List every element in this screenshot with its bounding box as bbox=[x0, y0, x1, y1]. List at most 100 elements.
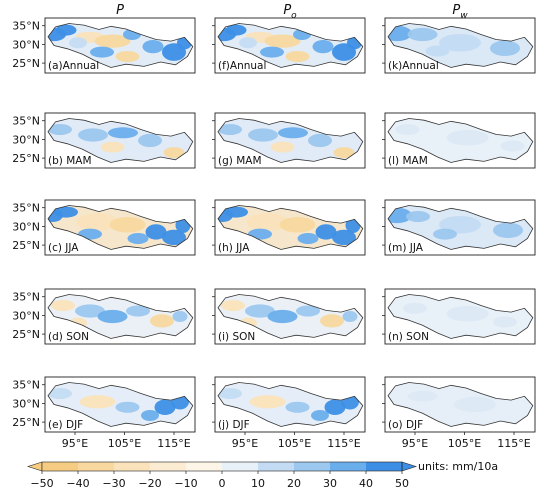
trend-patch bbox=[48, 124, 72, 135]
column-title-w: Pw bbox=[452, 3, 468, 21]
trend-patch bbox=[311, 410, 329, 421]
colorbar-tick-label: 10 bbox=[251, 477, 265, 490]
colorbar: −50 −40 −30 −20 −10 0 10 20 30 40 50 units: mm/10a bbox=[27, 460, 498, 490]
map-panel-e-djf: (e) DJF 35°N 30°N 25°N 95°E 105°E 115°E bbox=[12, 376, 196, 450]
trend-patch bbox=[55, 24, 77, 36]
trend-patch bbox=[90, 46, 114, 58]
panel-label: (o) DJF bbox=[388, 419, 423, 431]
basin-field bbox=[218, 294, 363, 339]
trend-patch bbox=[225, 24, 247, 36]
basin-outline bbox=[217, 23, 364, 68]
lon-tick-label: 105°E bbox=[108, 437, 141, 450]
trend-patch bbox=[78, 128, 108, 142]
trend-patch bbox=[145, 224, 167, 240]
trend-patch bbox=[154, 399, 176, 415]
colorbar-segment bbox=[186, 462, 223, 471]
trend-patch bbox=[115, 401, 140, 413]
lon-tick-label: 115°E bbox=[497, 437, 530, 450]
basin-field bbox=[218, 23, 363, 68]
panel-label: (h) JJA bbox=[218, 242, 250, 254]
colorbar-tick-label: −10 bbox=[174, 477, 197, 490]
trend-patch bbox=[425, 45, 450, 57]
column-title-o: Po bbox=[283, 3, 297, 21]
lat-tick-label: 25°N bbox=[12, 57, 40, 70]
trend-patch bbox=[239, 37, 257, 49]
colorbar-tick-label: 50 bbox=[395, 477, 409, 490]
panel-label: (m) JJA bbox=[388, 242, 424, 254]
colorbar-segment bbox=[366, 462, 403, 471]
trend-patch bbox=[446, 130, 489, 146]
map-panel-n-son: (n) SON bbox=[382, 288, 536, 345]
basin-outline bbox=[387, 294, 534, 339]
basin-outline bbox=[47, 205, 194, 250]
lat-tick-label: 35°N bbox=[12, 291, 40, 304]
basin-outline bbox=[217, 118, 364, 163]
trend-patch bbox=[108, 127, 138, 139]
trend-patch bbox=[285, 401, 310, 413]
trend-patch bbox=[439, 33, 481, 52]
trend-patch bbox=[218, 388, 242, 399]
trend-patch bbox=[270, 141, 295, 153]
trend-patch bbox=[296, 305, 320, 317]
map-panel-o-djf: (o) DJF 95°E 105°E 115°E bbox=[382, 376, 536, 450]
map-panel-b-mam: (b) MAM 35°N 30°N 25°N bbox=[12, 112, 196, 169]
basin-outline bbox=[47, 23, 194, 68]
trend-patch bbox=[172, 311, 188, 322]
map-panel-l-mam: (l) MAM bbox=[382, 112, 536, 169]
lat-tick-label: 25°N bbox=[12, 239, 40, 252]
map-panel-i-son: (i) SON bbox=[212, 288, 366, 345]
trend-patch bbox=[454, 396, 496, 413]
trend-patch bbox=[342, 311, 358, 322]
map-panel-h-jja: (h) JJA bbox=[212, 199, 366, 256]
trend-patch bbox=[48, 388, 72, 399]
trend-patch bbox=[126, 305, 150, 317]
colorbar-segment bbox=[114, 462, 151, 471]
lat-tick-label: 30°N bbox=[12, 38, 40, 51]
basin-outline bbox=[47, 294, 194, 339]
lon-tick-label: 105°E bbox=[278, 437, 311, 450]
column-title-p: P bbox=[116, 3, 124, 18]
colorbar-units-label: units: mm/10a bbox=[418, 460, 498, 473]
colorbar-tick-label: 40 bbox=[359, 477, 373, 490]
panel-label: (k)Annual bbox=[388, 60, 439, 72]
trend-patch bbox=[264, 34, 301, 48]
map-panel-f-annual: (f)Annual bbox=[212, 17, 366, 74]
map-panel-k-annual: (k)Annual bbox=[382, 17, 536, 74]
colorbar-segment bbox=[294, 462, 331, 471]
colorbar-tick-label: 0 bbox=[219, 477, 226, 490]
colorbar-segment bbox=[78, 462, 115, 471]
trend-patch bbox=[315, 224, 337, 240]
trend-patch bbox=[115, 51, 140, 62]
trend-patch bbox=[221, 300, 245, 311]
trend-patch bbox=[79, 395, 116, 409]
lat-tick-label: 30°N bbox=[12, 397, 40, 410]
trend-patch bbox=[142, 40, 164, 54]
basin-outline bbox=[387, 118, 534, 163]
trend-patch bbox=[100, 141, 125, 153]
lat-tick-label: 25°N bbox=[12, 416, 40, 429]
basin-outline bbox=[217, 382, 364, 427]
map-panel-g-mam: (g) MAM bbox=[212, 112, 366, 169]
colorbar-extend-low bbox=[27, 461, 43, 472]
trend-patch bbox=[163, 147, 185, 159]
colorbar-segment bbox=[330, 462, 367, 471]
trend-patch bbox=[94, 34, 131, 48]
lat-tick-label: 35°N bbox=[12, 115, 40, 128]
trend-patch bbox=[395, 124, 420, 135]
panel-label: (a)Annual bbox=[48, 60, 99, 72]
trend-patch bbox=[162, 229, 186, 246]
panel-label: (l) MAM bbox=[388, 155, 428, 167]
basin-outline bbox=[47, 118, 194, 163]
colorbar-tick-label: −30 bbox=[102, 477, 125, 490]
colorbar-tick-label: 30 bbox=[323, 477, 337, 490]
trend-patch bbox=[433, 228, 457, 240]
trend-patch bbox=[446, 306, 489, 322]
colorbar-tick-label: −50 bbox=[30, 477, 53, 490]
trend-patch bbox=[260, 46, 284, 58]
trend-patch bbox=[332, 229, 356, 246]
panel-label: (d) SON bbox=[48, 331, 89, 343]
map-panel-a-annual: (a)Annual 35°N 30°N 25°N bbox=[12, 17, 196, 74]
trend-patch bbox=[297, 233, 319, 244]
